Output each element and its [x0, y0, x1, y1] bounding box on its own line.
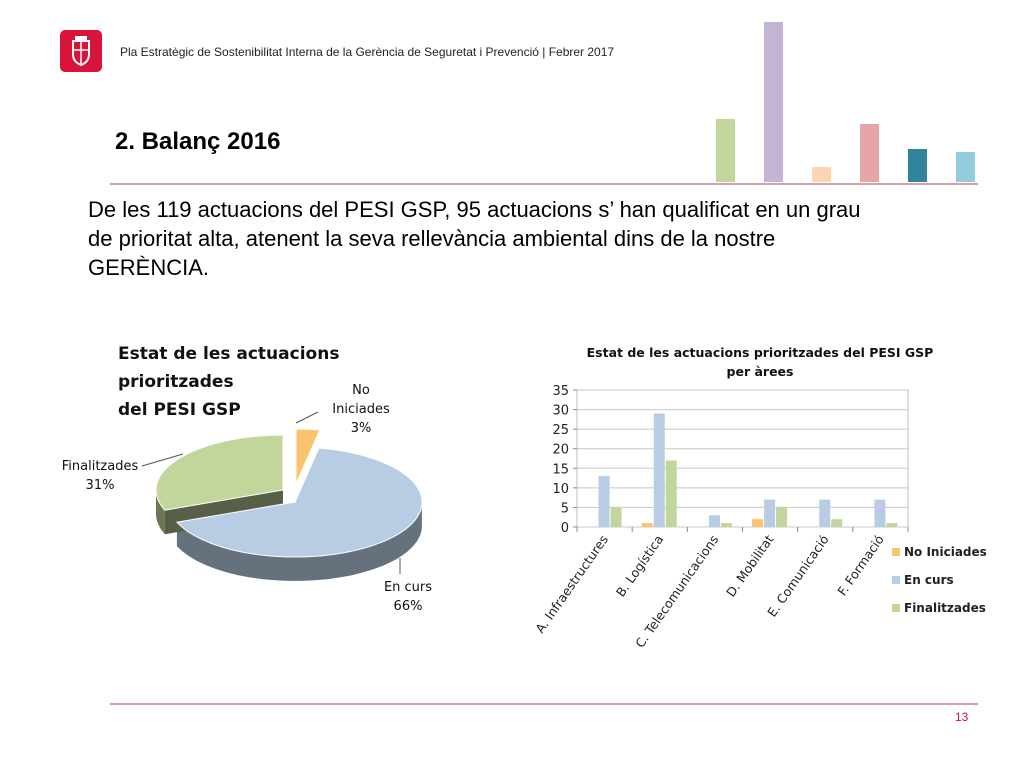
footer-divider [110, 703, 978, 705]
bar [752, 519, 764, 527]
intro-paragraph: De les 119 actuacions del PESI GSP, 95 a… [88, 197, 861, 280]
legend-label: No Iniciades [904, 545, 987, 559]
x-tick-label: E. Comunicació [764, 532, 831, 619]
pie-label-name: Finalitzades [61, 459, 139, 474]
legend-label: En curs [904, 573, 954, 587]
bar [819, 499, 831, 527]
pie-label-name: En curs [383, 580, 433, 595]
pie-title-line1: Estat de les actuacions prioritzades [118, 344, 340, 392]
city-crest-icon [60, 30, 102, 72]
section-title: 2. Balanç 2016 [115, 128, 281, 155]
bar [653, 413, 665, 527]
bar [610, 507, 622, 527]
pie-label-no-iniciades: No Iniciades 3% [318, 381, 404, 438]
x-tick-label: B. Logística [613, 532, 666, 599]
y-tick-label: 10 [552, 482, 569, 497]
bar-chart-title: Estat de les actuacions prioritzades del… [560, 343, 960, 381]
bar [598, 476, 610, 527]
y-tick-label: 30 [552, 404, 569, 419]
bar [831, 519, 843, 527]
bar [641, 523, 653, 527]
bar [665, 460, 677, 527]
bar-title-line1: Estat de les actuacions prioritzades del… [586, 345, 934, 360]
y-tick-label: 25 [552, 423, 569, 438]
pie-label-value: 31% [85, 478, 115, 493]
decorative-bars [716, 22, 975, 182]
pie-label-value: 66% [393, 599, 423, 614]
pie-label-finalitzades: Finalitzades 31% [50, 457, 150, 495]
x-tick-label: F. Formació [834, 532, 887, 598]
plot-area [576, 389, 909, 528]
y-tick-label: 15 [552, 462, 569, 477]
pie-label-name-1: No [352, 383, 370, 398]
pie-slice [175, 447, 423, 558]
pie-leader-finalitzades [141, 453, 184, 467]
bar [886, 523, 898, 527]
y-tick-label: 5 [561, 501, 569, 516]
pie-label-en-curs: En curs 66% [368, 578, 448, 616]
pie-slice [155, 434, 284, 511]
header-text: Pla Estratègic de Sostenibilitat Interna… [120, 45, 615, 59]
y-tick-label: 0 [561, 521, 569, 536]
pie-slice-side [176, 500, 422, 581]
pie-label-name-2: Iniciades [332, 402, 390, 417]
pie-leader-no-iniciades [295, 411, 319, 424]
bar [764, 499, 776, 527]
y-tick-label: 20 [552, 443, 569, 458]
pie-label-value: 3% [350, 421, 372, 436]
legend-swatch [892, 604, 900, 612]
page-number: 13 [955, 710, 969, 724]
legend-swatch [892, 576, 900, 584]
bar [708, 515, 720, 527]
pie-chart-title: Estat de les actuacions prioritzades del… [118, 340, 458, 424]
bar [776, 507, 788, 527]
x-tick-label: A. Infraestructures [532, 532, 611, 636]
bar [720, 523, 732, 527]
pie-title-line2: del PESI GSP [118, 400, 241, 420]
x-tick-label: D. Mobilitat [723, 532, 777, 600]
legend-swatch [892, 548, 900, 556]
y-tick-label: 35 [552, 384, 569, 399]
bar [874, 499, 886, 527]
bar-title-line2: per àrees [726, 364, 794, 379]
header-divider [110, 183, 978, 185]
pie-slice [295, 428, 321, 485]
legend-label: Finalitzades [904, 601, 986, 615]
